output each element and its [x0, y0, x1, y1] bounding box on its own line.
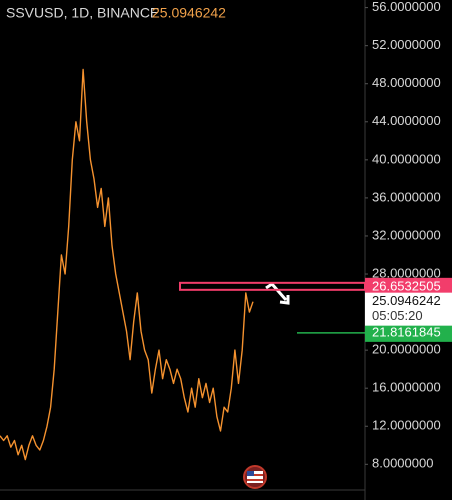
level-tag [365, 323, 452, 342]
y-tick-label: 28.0000000 [372, 265, 441, 280]
y-tick-label: 40.0000000 [372, 151, 441, 166]
arrow [265, 282, 290, 305]
level-tag-label: 26.6532505 [372, 278, 441, 293]
y-tick-label: 52.0000000 [372, 37, 441, 52]
price-line [0, 68, 254, 461]
level-tag [365, 277, 452, 296]
y-tick-label: 36.0000000 [372, 189, 441, 204]
y-tick-label: 48.0000000 [372, 75, 441, 90]
level-tag-label: 21.8161845 [372, 324, 441, 339]
y-tick-label: 12.0000000 [372, 418, 441, 433]
y-tick-label: 44.0000000 [372, 113, 441, 128]
y-tick-label: 56.0000000 [372, 0, 441, 14]
header-price: 25.0946242 [152, 5, 226, 21]
chart-title: SSVUSD, 1D, BINANCE [6, 5, 159, 21]
y-tick-label: 16.0000000 [372, 380, 441, 395]
y-tick-label: 20.0000000 [372, 342, 441, 357]
last-price-tag [365, 292, 452, 326]
flag-icon [243, 465, 267, 489]
y-tick-label: 32.0000000 [372, 227, 441, 242]
last-price-label: 25.0946242 [372, 293, 441, 308]
countdown-label: 05:05:20 [372, 308, 423, 323]
y-tick-label: 8.0000000 [372, 456, 433, 471]
